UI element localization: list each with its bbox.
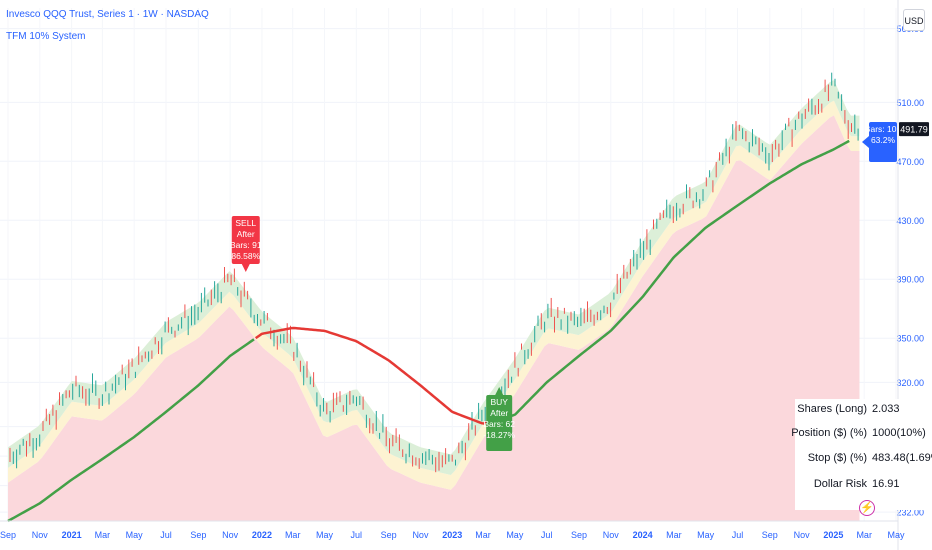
last-signal-marker-text: 63.2% bbox=[871, 135, 896, 145]
x-tick-label: Sep bbox=[571, 530, 587, 540]
sell-marker-box bbox=[231, 216, 260, 264]
last-price-label: 491.79 bbox=[900, 125, 928, 135]
x-tick-label: May bbox=[697, 530, 715, 540]
buy-marker-text: -18.27% bbox=[483, 430, 515, 440]
x-tick-label: Jul bbox=[732, 530, 744, 540]
x-tick-label: May bbox=[126, 530, 144, 540]
x-tick-label: Sep bbox=[0, 530, 16, 540]
moving-average-line bbox=[498, 139, 850, 421]
buy-marker-text: After bbox=[490, 408, 508, 418]
x-tick-label: Jul bbox=[351, 530, 363, 540]
y-tick-label: 232.00 bbox=[896, 508, 924, 518]
stats-label: Dollar Risk bbox=[813, 478, 867, 490]
symbol-title[interactable]: Invesco QQQ Trust, Series 1 · 1W · NASDA… bbox=[6, 9, 209, 20]
y-tick-label: 390.00 bbox=[896, 275, 924, 285]
stats-label: Shares (Long) bbox=[797, 403, 867, 415]
stats-row: Position ($) (%) 1000(10%) bbox=[791, 427, 926, 447]
x-tick-label: Mar bbox=[856, 530, 872, 540]
x-tick-label: Nov bbox=[412, 530, 429, 540]
buy-pointer bbox=[495, 387, 504, 395]
moving-average-line bbox=[254, 326, 499, 425]
time-axis[interactable]: Sep Nov 2021 Mar May Jul Sep Nov 2022 Mar May Jul Se… bbox=[0, 520, 905, 540]
buy-marker-text: BUY bbox=[490, 397, 508, 407]
x-tick-label: Nov bbox=[32, 530, 49, 540]
price-bars bbox=[9, 72, 859, 473]
sell-marker-text: 86.58% bbox=[231, 251, 260, 261]
moving-average-line bbox=[7, 338, 255, 523]
x-tick-label: Mar bbox=[285, 530, 301, 540]
x-tick-label: Sep bbox=[762, 530, 778, 540]
stats-row: Shares (Long) 2.033 bbox=[795, 403, 925, 423]
stats-row: Dollar Risk 16.91 bbox=[795, 478, 925, 498]
y-tick-label: 350.00 bbox=[896, 334, 924, 344]
x-tick-label: 2023 bbox=[442, 530, 462, 540]
x-tick-label: Sep bbox=[381, 530, 397, 540]
stats-value: 16.91 bbox=[872, 478, 900, 490]
position-stats-table: Shares (Long) 2.033 Position ($) (%) 100… bbox=[791, 399, 932, 510]
lightning-icon[interactable]: ⚡ bbox=[859, 500, 875, 516]
band-red bbox=[8, 115, 860, 522]
sell-marker-text: Bars: 91 bbox=[230, 240, 262, 250]
stats-value: 1000(10%) bbox=[872, 427, 926, 439]
buy-marker-text: Bars: 62 bbox=[483, 419, 515, 429]
x-tick-label: Jul bbox=[160, 530, 172, 540]
x-tick-label: 2025 bbox=[823, 530, 843, 540]
sell-pointer bbox=[241, 264, 250, 272]
sell-marker-text: SELL bbox=[235, 218, 256, 228]
x-tick-label: Nov bbox=[603, 530, 620, 540]
x-tick-label: 2024 bbox=[633, 530, 653, 540]
x-tick-label: Nov bbox=[794, 530, 811, 540]
stats-row: Stop ($) (%) 483.48(1.69%) bbox=[795, 452, 932, 472]
x-tick-label: Mar bbox=[475, 530, 491, 540]
stats-label: Position ($) (%) bbox=[791, 427, 867, 439]
stats-value: 483.48(1.69%) bbox=[872, 452, 932, 464]
currency-button[interactable]: USD bbox=[903, 9, 925, 31]
y-tick-label: 430.00 bbox=[896, 216, 924, 226]
x-tick-label: 2022 bbox=[252, 530, 272, 540]
x-tick-label: May bbox=[506, 530, 524, 540]
last-signal-marker-text: Bars: 101 bbox=[865, 124, 902, 134]
x-tick-label: Mar bbox=[666, 530, 682, 540]
x-tick-label: Jul bbox=[541, 530, 553, 540]
x-tick-label: Sep bbox=[190, 530, 206, 540]
y-tick-label: 320.00 bbox=[896, 378, 924, 388]
x-tick-label: 2021 bbox=[62, 530, 82, 540]
last-signal-pointer bbox=[862, 136, 869, 148]
moving-average bbox=[7, 139, 850, 523]
stats-label: Stop ($) (%) bbox=[807, 452, 867, 464]
stats-value: 2.033 bbox=[872, 403, 900, 415]
y-tick-label: 510.00 bbox=[896, 98, 924, 108]
x-tick-label: May bbox=[887, 530, 905, 540]
trend-bands bbox=[8, 79, 860, 522]
study-name[interactable]: TFM 10% System bbox=[6, 31, 86, 42]
buy-marker-box bbox=[486, 395, 513, 451]
y-tick-label: 470.00 bbox=[896, 157, 924, 167]
last-signal-marker-box bbox=[869, 122, 897, 162]
x-tick-label: Mar bbox=[95, 530, 111, 540]
x-tick-label: May bbox=[316, 530, 334, 540]
x-tick-label: Nov bbox=[222, 530, 239, 540]
last-price-box bbox=[899, 122, 929, 137]
sell-marker-text: After bbox=[237, 229, 255, 239]
